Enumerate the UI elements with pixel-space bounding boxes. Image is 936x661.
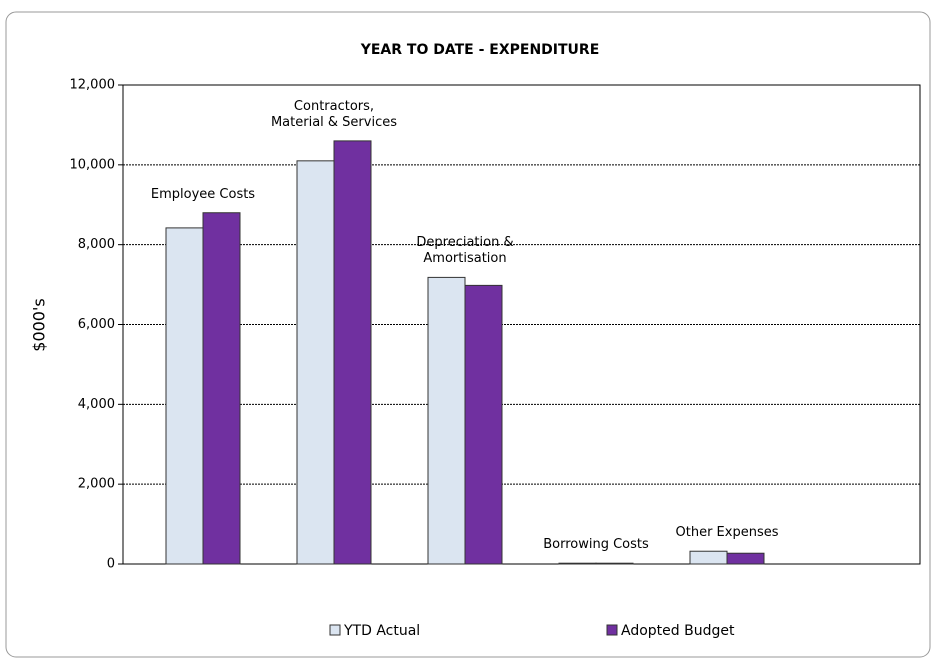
bar [165, 227, 204, 565]
bar [558, 562, 597, 565]
y-tick-label: 0 [107, 557, 115, 572]
y-tick-label: 8,000 [78, 237, 115, 252]
legend-swatch [329, 624, 341, 636]
y-tick-label: 2,000 [78, 477, 115, 492]
y-tick-label: 4,000 [78, 397, 115, 412]
category-label: Contractors, Material & Services [270, 98, 398, 130]
y-tick-label: 12,000 [70, 78, 116, 93]
bar [333, 140, 372, 565]
bar [464, 284, 503, 565]
category-label: Borrowing Costs [543, 537, 649, 553]
bar [427, 276, 466, 565]
bar [595, 562, 634, 565]
y-tick-label: 6,000 [78, 317, 115, 332]
bar [202, 212, 241, 565]
legend-label: Adopted Budget [621, 623, 735, 639]
chart-title: YEAR TO DATE - EXPENDITURE [360, 42, 600, 58]
category-label: Depreciation & Amortisation [416, 235, 514, 267]
legend-swatch [606, 624, 618, 636]
bar [689, 550, 728, 565]
y-axis-label: $000's [30, 298, 49, 351]
bar [296, 160, 335, 565]
legend-label: YTD Actual [343, 623, 420, 639]
category-label: Employee Costs [150, 186, 256, 202]
category-label: Other Expenses [675, 525, 779, 541]
y-tick-label: 10,000 [70, 157, 116, 172]
bar [726, 552, 765, 565]
